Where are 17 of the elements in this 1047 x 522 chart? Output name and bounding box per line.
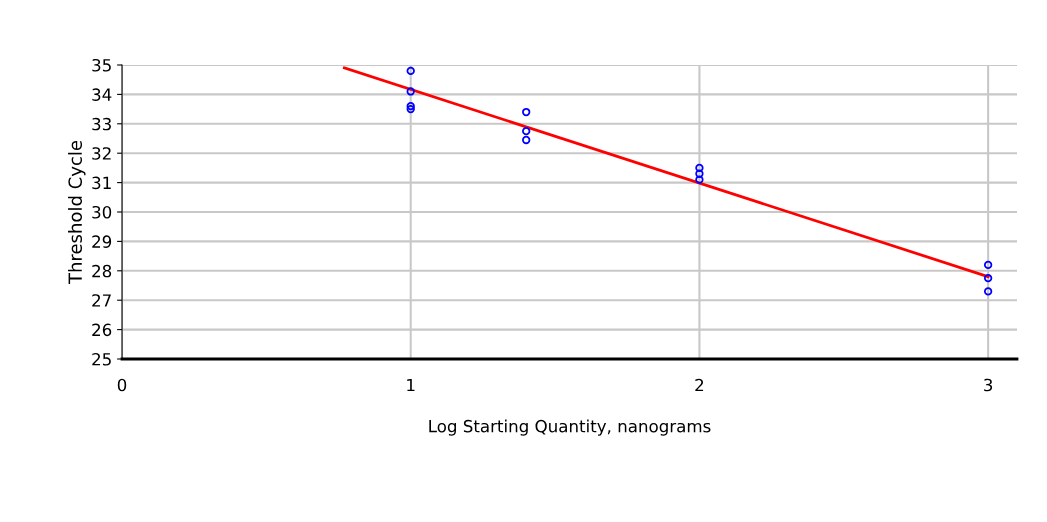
y-tick-label: 32 [92, 147, 111, 160]
x-tick-label: 1 [407, 378, 415, 392]
y-axis-title: Threshold Cycle [68, 140, 86, 285]
y-tick-label: 35 [92, 58, 111, 72]
y-tick-label: 27 [92, 294, 111, 307]
y-tick-label: 26 [92, 323, 112, 337]
x-tick-label: 2 [695, 378, 704, 392]
x-tick-label: 0 [117, 378, 127, 392]
y-tick-label: 29 [92, 235, 112, 248]
y-tick-label: 28 [92, 264, 112, 278]
x-axis-title: Log Starting Quantity, nanograms [429, 419, 711, 436]
y-tick-label: 30 [92, 205, 112, 219]
y-tick-label: 33 [92, 117, 111, 131]
y-tick-label: 31 [92, 176, 111, 190]
x-tick-label: 3 [984, 378, 993, 392]
y-tick-label: 34 [92, 88, 112, 101]
y-tick-label: 25 [92, 352, 111, 366]
